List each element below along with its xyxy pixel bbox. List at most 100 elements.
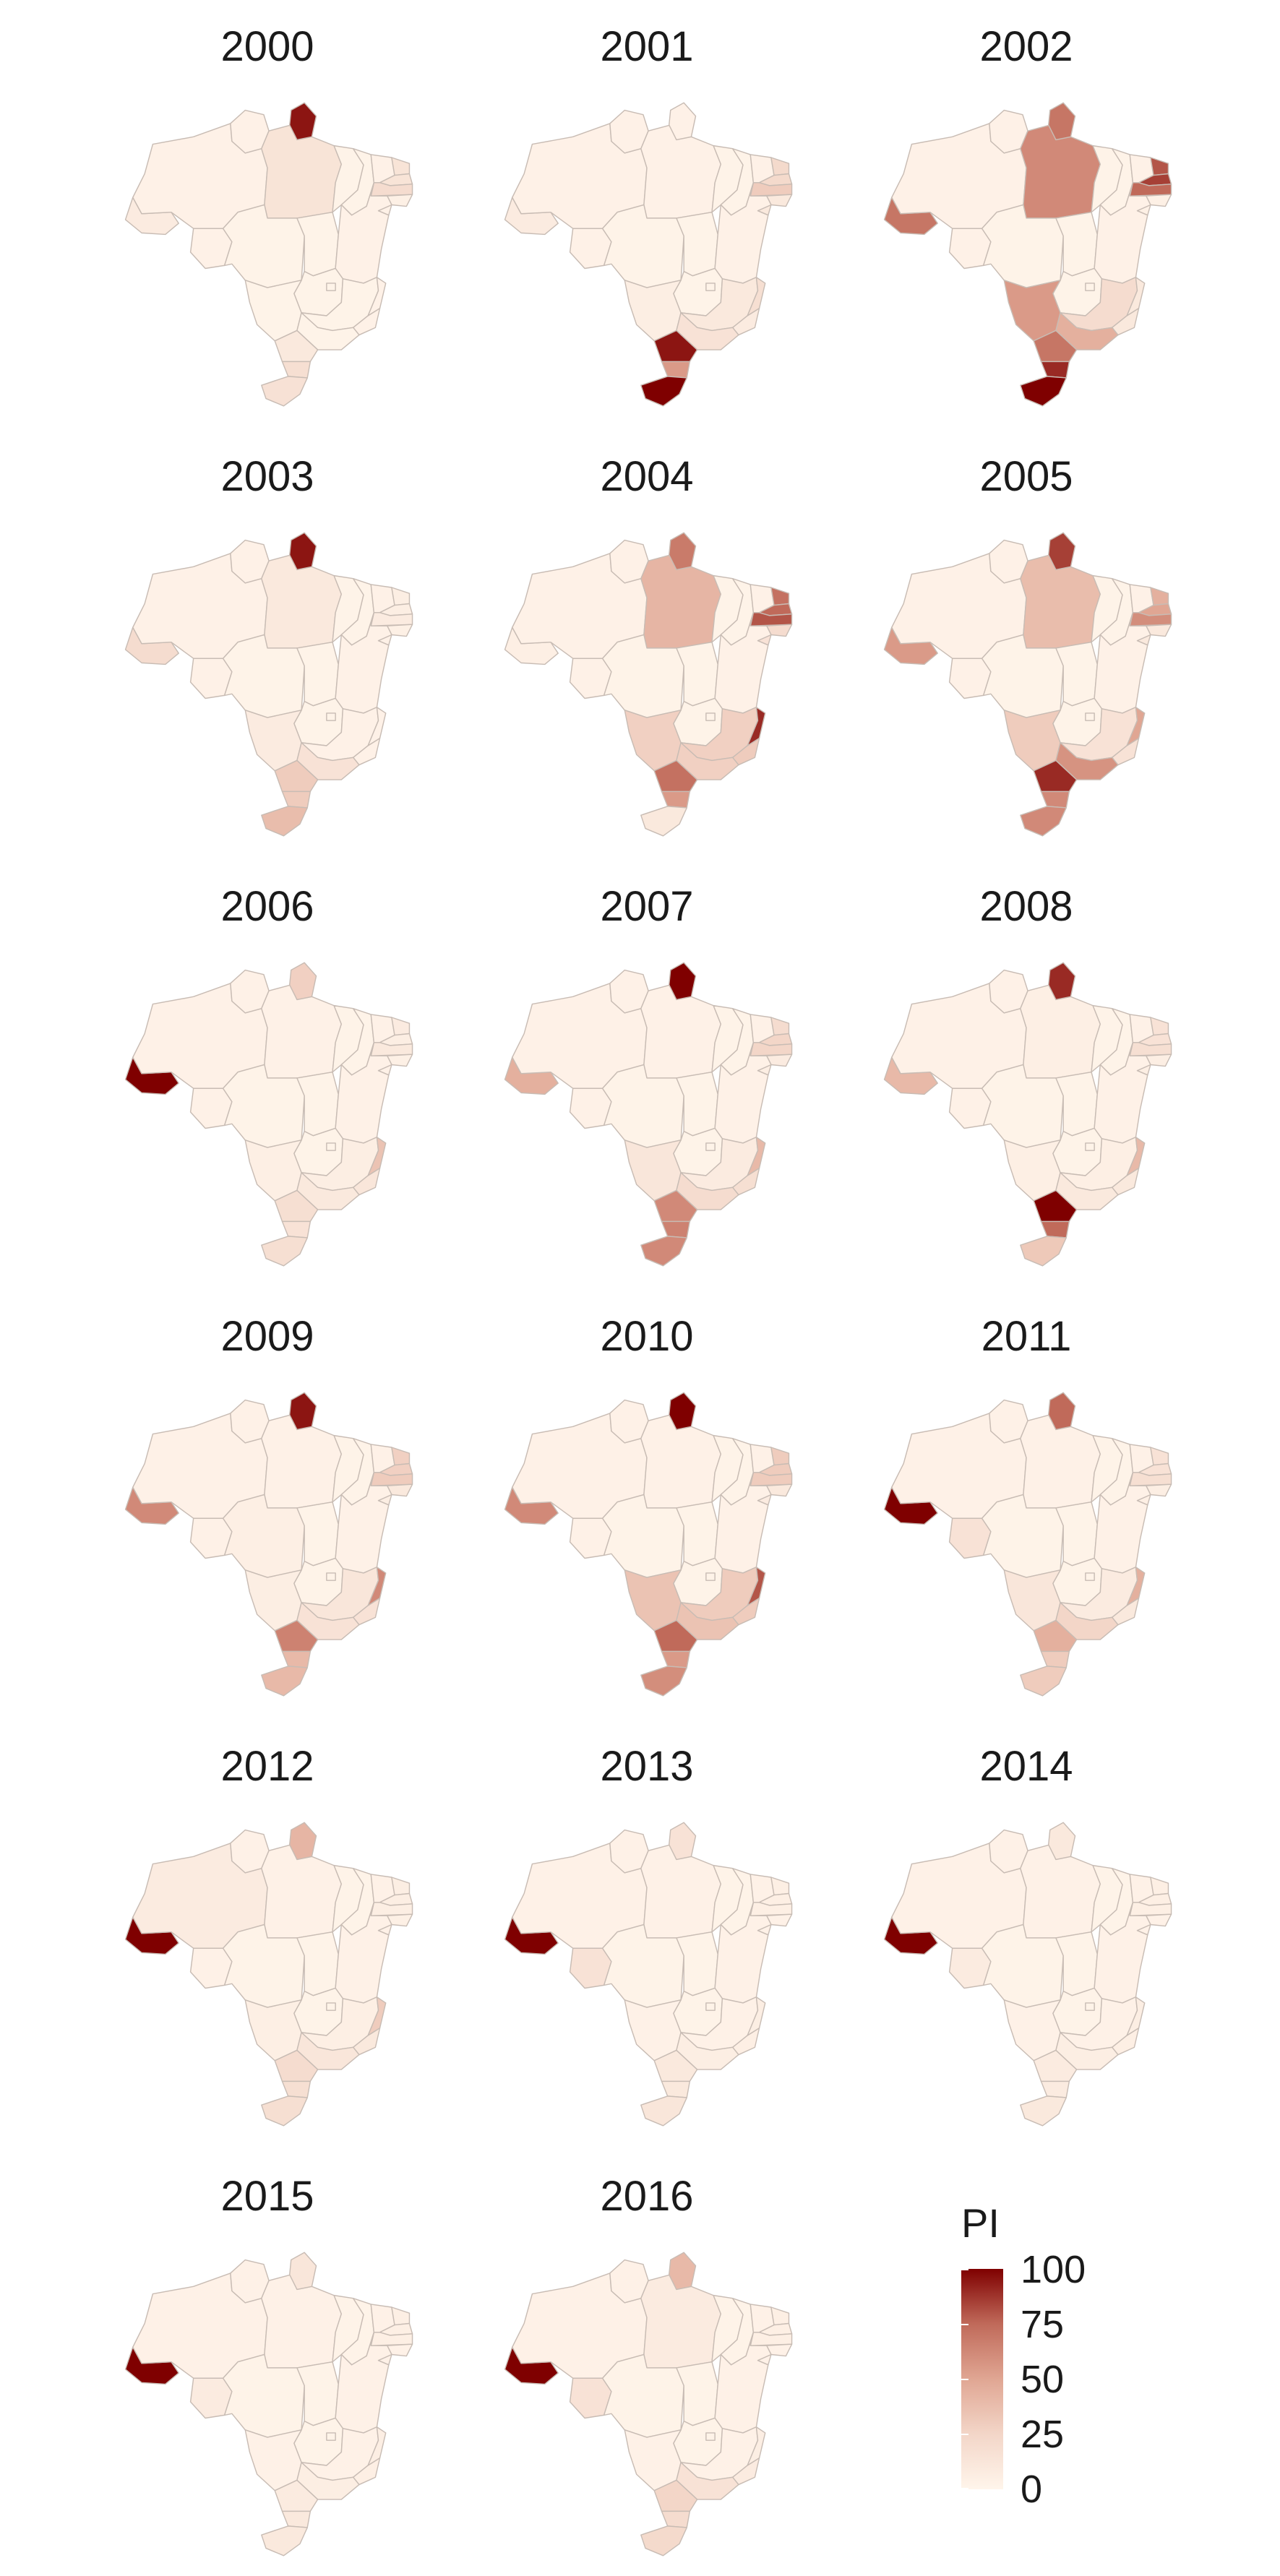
state-df — [1085, 712, 1095, 721]
state-ap — [288, 532, 317, 571]
state-ap — [1047, 1822, 1076, 1861]
map-panel-2004: 2004 — [459, 430, 835, 856]
legend-tick-label: 100 — [1021, 2248, 1086, 2291]
state-ap — [288, 1392, 317, 1431]
state-rn — [391, 587, 411, 606]
state-pr — [274, 2049, 319, 2082]
state-rn — [391, 157, 411, 176]
state-pr — [274, 759, 319, 793]
panel-year-title: 2012 — [220, 1743, 314, 1790]
state-rs — [1020, 2095, 1067, 2127]
state-df — [326, 283, 336, 291]
state-rn — [1150, 1017, 1169, 1036]
state-rs — [1020, 1666, 1067, 1697]
brazil-map — [883, 962, 1172, 1267]
map-panel-2002: 2002 — [838, 0, 1214, 426]
panel-year-title: 2010 — [600, 1313, 694, 1360]
state-pr — [653, 2049, 698, 2082]
state-ap — [288, 962, 317, 1001]
state-df — [1085, 1142, 1095, 1151]
state-rs — [640, 1236, 687, 1267]
state-rs — [1020, 806, 1067, 837]
map-panel-2005: 2005 — [838, 430, 1214, 856]
legend-tick-label: 25 — [1021, 2413, 1065, 2456]
state-ap — [668, 1822, 697, 1861]
state-ap — [1047, 532, 1076, 571]
state-rs — [640, 2525, 687, 2556]
brazil-map — [504, 2252, 793, 2556]
state-df — [326, 1572, 336, 1581]
state-ms — [244, 2429, 302, 2491]
panel-year-title: 2016 — [600, 2173, 694, 2220]
state-sc — [281, 2080, 312, 2098]
state-ms — [244, 1140, 302, 1202]
state-rs — [640, 1666, 687, 1697]
state-rs — [261, 2525, 308, 2556]
state-ap — [288, 1822, 317, 1861]
map-panel-2014: 2014 — [838, 1720, 1214, 2146]
map-panel-2006: 2006 — [80, 860, 455, 1286]
state-rs — [640, 376, 687, 407]
state-rs — [640, 806, 687, 837]
state-sc — [281, 1650, 312, 1668]
panel-year-title: 2003 — [220, 453, 314, 500]
brazil-map — [124, 2252, 413, 2556]
state-rs — [1020, 376, 1067, 407]
state-ms — [1003, 1140, 1061, 1202]
legend-tickmark — [961, 2488, 968, 2489]
map-panel-2000: 2000 — [80, 0, 455, 426]
state-rn — [770, 157, 790, 176]
state-rs — [1020, 1236, 1067, 1267]
state-rn — [1150, 587, 1169, 606]
map-panel-2010: 2010 — [459, 1290, 835, 1716]
state-df — [1085, 283, 1095, 291]
state-pr — [1033, 2049, 1078, 2082]
brazil-map — [124, 1822, 413, 2127]
legend-tickmark — [961, 2434, 968, 2435]
state-sc — [281, 791, 312, 809]
panel-year-title: 2013 — [600, 1743, 694, 1790]
state-rn — [391, 1877, 411, 1896]
state-ms — [1003, 1569, 1061, 1632]
map-panel-2013: 2013 — [459, 1720, 835, 2146]
state-df — [326, 712, 336, 721]
state-df — [326, 2002, 336, 2011]
state-df — [326, 2432, 336, 2441]
brazil-map — [124, 962, 413, 1267]
state-ms — [624, 2429, 682, 2491]
state-rs — [640, 2095, 687, 2127]
state-ap — [1047, 102, 1076, 141]
state-ms — [1003, 1999, 1061, 2062]
state-df — [705, 1142, 716, 1151]
color-legend: PI 100 75 50 25 0 — [961, 2200, 1178, 2547]
panel-year-title: 2005 — [979, 453, 1073, 500]
state-ap — [668, 102, 697, 141]
state-sc — [1040, 361, 1070, 379]
state-sc — [661, 791, 691, 809]
legend-tick-label: 0 — [1021, 2468, 1043, 2511]
panel-year-title: 2014 — [979, 1743, 1073, 1790]
state-rs — [261, 1666, 308, 1697]
state-pr — [653, 759, 698, 793]
map-panel-2007: 2007 — [459, 860, 835, 1286]
legend-tickmark — [961, 2324, 968, 2325]
state-ap — [1047, 1392, 1076, 1431]
panel-year-title: 2008 — [979, 883, 1073, 930]
state-df — [1085, 1572, 1095, 1581]
state-ap — [288, 102, 317, 141]
brazil-map — [504, 102, 793, 407]
state-rs — [261, 2095, 308, 2127]
state-rn — [391, 2306, 411, 2326]
state-df — [705, 2432, 716, 2441]
state-sc — [1040, 791, 1070, 809]
legend-tickmark — [961, 2269, 968, 2270]
panel-year-title: 2007 — [600, 883, 694, 930]
panel-year-title: 2000 — [220, 23, 314, 70]
map-panel-2009: 2009 — [80, 1290, 455, 1716]
panel-year-title: 2009 — [220, 1313, 314, 1360]
brazil-map — [504, 532, 793, 837]
brazil-map — [883, 102, 1172, 407]
state-ap — [288, 2252, 317, 2291]
state-ms — [624, 1569, 682, 1632]
legend-title: PI — [961, 2200, 1000, 2246]
